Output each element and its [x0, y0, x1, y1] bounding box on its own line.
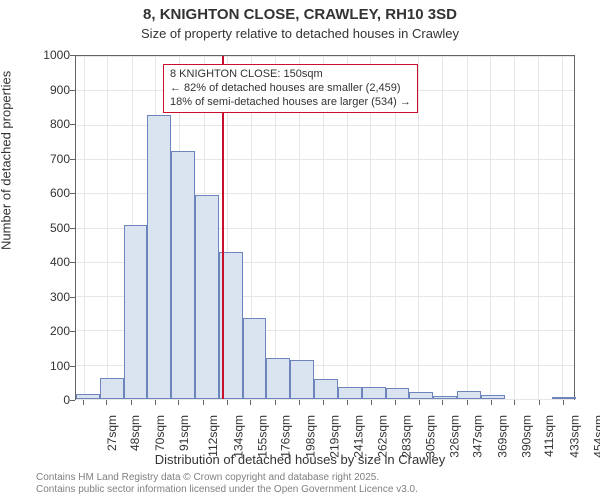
histogram-bar [76, 394, 100, 399]
gridline-v [514, 56, 515, 399]
y-tick-label: 400 [50, 255, 70, 269]
x-tick-label: 411sqm [542, 415, 556, 457]
x-axis-label: Distribution of detached houses by size … [0, 452, 600, 467]
gridline-v [84, 56, 85, 399]
chart-subtitle: Size of property relative to detached ho… [0, 26, 600, 41]
gridline-v [562, 56, 563, 399]
x-tick [395, 400, 396, 405]
y-tick [70, 124, 75, 125]
histogram-bar [147, 115, 171, 399]
histogram-bar [243, 318, 267, 399]
y-tick-label: 300 [50, 290, 70, 304]
gridline-v [107, 56, 108, 399]
x-tick [155, 400, 156, 405]
x-tick [514, 400, 515, 405]
x-tick-label: 91sqm [177, 415, 191, 451]
gridline-h [76, 399, 574, 400]
gridline-v [538, 56, 539, 399]
gridline-h [76, 56, 574, 57]
x-tick-label: 48sqm [128, 415, 142, 451]
x-tick [419, 400, 420, 405]
gridline-v [442, 56, 443, 399]
x-tick [347, 400, 348, 405]
y-tick [70, 90, 75, 91]
y-tick-label: 900 [50, 83, 70, 97]
y-tick-label: 200 [50, 324, 70, 338]
x-tick-label: 27sqm [105, 415, 119, 451]
x-tick [299, 400, 300, 405]
footer-line-1: Contains HM Land Registry data © Crown c… [36, 472, 418, 484]
x-tick [539, 400, 540, 405]
annotation-line-3: 18% of semi-detached houses are larger (… [170, 96, 411, 110]
x-tick [178, 400, 179, 405]
y-tick [70, 297, 75, 298]
histogram-bar [124, 225, 148, 399]
histogram-bar [266, 358, 290, 399]
y-tick [70, 55, 75, 56]
histogram-bar [362, 387, 386, 399]
y-tick [70, 159, 75, 160]
histogram-bar [290, 360, 314, 399]
footer-attribution: Contains HM Land Registry data © Crown c… [36, 472, 418, 496]
x-tick [83, 400, 84, 405]
gridline-v [490, 56, 491, 399]
footer-line-2: Contains public sector information licen… [36, 484, 418, 496]
x-tick [227, 400, 228, 405]
x-tick [323, 400, 324, 405]
y-tick [70, 400, 75, 401]
y-tick-label: 700 [50, 152, 70, 166]
chart-title: 8, KNIGHTON CLOSE, CRAWLEY, RH10 3SD [0, 6, 600, 23]
y-tick [70, 366, 75, 367]
histogram-bar [100, 378, 124, 399]
histogram-bar [433, 396, 457, 399]
annotation-line-1: 8 KNIGHTON CLOSE: 150sqm [170, 68, 411, 82]
histogram-bar [195, 195, 219, 399]
annotation-line-2: ← 82% of detached houses are smaller (2,… [170, 82, 411, 96]
histogram-bar [386, 388, 410, 399]
histogram-bar [171, 151, 195, 399]
x-tick [203, 400, 204, 405]
x-tick [131, 400, 132, 405]
y-tick-label: 0 [63, 393, 70, 407]
x-tick [275, 400, 276, 405]
y-tick-label: 600 [50, 186, 70, 200]
x-tick [250, 400, 251, 405]
x-tick [563, 400, 564, 405]
y-tick-label: 1000 [43, 48, 70, 62]
x-tick [442, 400, 443, 405]
y-tick-label: 100 [50, 359, 70, 373]
histogram-bar [338, 387, 362, 399]
histogram-bar [314, 379, 338, 399]
x-tick [491, 400, 492, 405]
y-tick-label: 800 [50, 117, 70, 131]
histogram-bar [552, 397, 576, 399]
gridline-v [418, 56, 419, 399]
x-tick [371, 400, 372, 405]
y-tick [70, 193, 75, 194]
histogram-bar [409, 392, 433, 399]
histogram-bar [481, 395, 505, 399]
plot-area: 8 KNIGHTON CLOSE: 150sqm← 82% of detache… [75, 55, 575, 400]
y-tick [70, 331, 75, 332]
x-tick [467, 400, 468, 405]
y-axis-label: Number of detached properties [0, 71, 14, 250]
y-tick [70, 228, 75, 229]
x-tick-label: 70sqm [153, 415, 167, 451]
histogram-bar [457, 391, 481, 399]
x-tick-label: 112sqm [206, 415, 220, 457]
gridline-v [467, 56, 468, 399]
annotation-box: 8 KNIGHTON CLOSE: 150sqm← 82% of detache… [163, 64, 418, 113]
x-tick [106, 400, 107, 405]
y-tick [70, 262, 75, 263]
y-tick-label: 500 [50, 221, 70, 235]
